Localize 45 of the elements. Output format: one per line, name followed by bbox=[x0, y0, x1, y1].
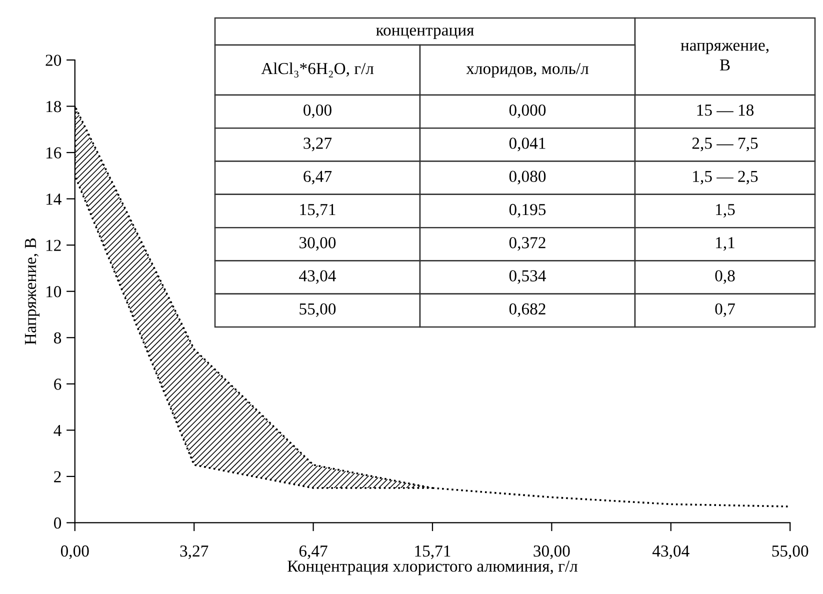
annotation: 1,1 bbox=[716, 237, 734, 251]
annotation: 2,5 — 7,5 bbox=[692, 138, 758, 152]
annotation: 55,00 bbox=[300, 303, 336, 317]
annotation: 0,041 bbox=[509, 138, 546, 152]
y-tick-label: 16 bbox=[46, 147, 62, 158]
y-tick-label: 10 bbox=[46, 286, 62, 298]
y-tick-label: 6 bbox=[54, 378, 62, 390]
annotation: AlCl₃*6H₂O, г/л bbox=[261, 62, 374, 78]
x-axis-title: Концентрация хлористого алюминия, г/л bbox=[288, 560, 578, 576]
annotation: 0,534 bbox=[509, 270, 546, 284]
x-tick-label: 55,00 bbox=[772, 545, 808, 560]
annotation: 1,5 bbox=[716, 204, 735, 218]
y-tick-label: 4 bbox=[54, 424, 62, 436]
x-tick-label: 0,00 bbox=[60, 545, 89, 560]
annotation: 0,372 bbox=[509, 237, 546, 251]
annotation: 0,195 bbox=[509, 204, 546, 218]
annotation: 0,8 bbox=[715, 270, 735, 284]
y-tick-label: 18 bbox=[46, 100, 62, 112]
annotation: 30,00 bbox=[300, 237, 336, 251]
x-tick-label: 15,71 bbox=[415, 546, 450, 560]
annotation: 3,27 bbox=[304, 138, 332, 152]
annotation: 0,682 bbox=[509, 303, 546, 317]
x-tick-label: 6,47 bbox=[299, 545, 328, 560]
annotation: напряжение, В bbox=[680, 42, 768, 70]
annotation: 0,080 bbox=[509, 170, 546, 184]
y-tick-label: 20 bbox=[46, 54, 62, 66]
annotation: 15 — 18 bbox=[697, 104, 754, 116]
y-tick-label: 12 bbox=[46, 240, 61, 251]
annotation: 43,04 bbox=[299, 270, 336, 284]
y-axis-title: Напряжение, В bbox=[25, 238, 40, 345]
annotation: 0,00 bbox=[304, 104, 332, 118]
annotation: 0,7 bbox=[715, 303, 735, 317]
text: концентрация bbox=[376, 28, 474, 40]
annotation: 15,71 bbox=[300, 204, 336, 218]
annotation: 6,47 bbox=[304, 170, 332, 184]
annotation: 0,000 bbox=[509, 104, 546, 118]
y-tick-label: 2 bbox=[54, 471, 61, 482]
annotation: 1,5 — 2,5 bbox=[693, 170, 758, 184]
y-tick-label: 14 bbox=[46, 194, 62, 205]
x-tick-label: 30,00 bbox=[534, 545, 570, 560]
annotation: хлоридов, моль/л bbox=[466, 63, 588, 78]
x-tick-label: 3,27 bbox=[180, 545, 208, 560]
y-tick-label: 8 bbox=[54, 332, 62, 344]
y-tick-label: 0 bbox=[54, 517, 62, 529]
x-tick-label: 43,04 bbox=[652, 545, 690, 560]
